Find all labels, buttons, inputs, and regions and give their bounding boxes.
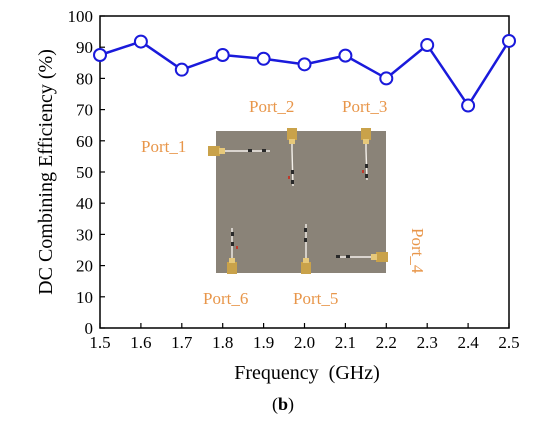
connector-port-2 — [287, 128, 297, 144]
connector-port-3 — [361, 128, 371, 144]
data-point — [133, 34, 148, 49]
data-point — [461, 98, 476, 113]
pcb-photo-inset — [200, 120, 394, 278]
y-tick-label: 50 — [76, 163, 93, 182]
panel-label-open: ( — [272, 394, 278, 415]
y-tick-label: 20 — [76, 257, 93, 276]
x-tick-label: 1.9 — [253, 333, 274, 352]
x-tick-label: 1.7 — [171, 333, 193, 352]
y-tick-label: 70 — [76, 101, 93, 120]
y-tick-label: 10 — [76, 288, 93, 307]
connector-port-6 — [227, 258, 237, 274]
y-tick-label: 40 — [76, 194, 93, 213]
port-label-3: Port_3 — [342, 97, 387, 116]
x-tick-label: 2.3 — [417, 333, 438, 352]
y-tick-label: 100 — [68, 7, 94, 26]
panel-label-close: ) — [288, 394, 294, 415]
port-labels: Port_1 Port_2 Port_3 Port_4 Port_5 Port_… — [141, 97, 427, 308]
series-line — [99, 40, 511, 107]
port-label-6: Port_6 — [203, 289, 248, 308]
y-tick-label: 80 — [76, 69, 93, 88]
data-point — [297, 57, 312, 72]
data-point — [338, 48, 353, 63]
x-tick-label: 2.1 — [335, 333, 356, 352]
x-axis-title: Frequency (GHz) — [234, 362, 380, 384]
data-point — [93, 48, 107, 62]
x-tick-label: 2.5 — [498, 333, 519, 352]
x-tick-labels: 1.5 1.6 1.7 1.8 1.9 2.0 2.1 2.2 2.3 2.4 2.5 — [89, 333, 519, 352]
y-tick-labels: 0 10 20 30 40 50 60 70 80 90 100 — [68, 7, 94, 338]
sma-connectors — [208, 128, 388, 274]
data-point — [256, 51, 271, 66]
connector-port-4 — [371, 252, 388, 262]
y-tick-label: 0 — [85, 319, 94, 338]
pcb-red-components — [236, 170, 364, 249]
x-tick-label: 1.8 — [212, 333, 233, 352]
data-point — [215, 48, 230, 62]
x-tick-label: 2.2 — [376, 333, 397, 352]
data-point — [502, 33, 516, 48]
x-tick-label: 1.6 — [130, 333, 151, 352]
port-label-4: Port_4 — [408, 228, 427, 274]
data-point — [420, 38, 435, 53]
y-tick-label: 90 — [76, 38, 93, 57]
port-label-1: Port_1 — [141, 137, 186, 156]
y-axis-title: DC Combining Efficiency (%) — [35, 49, 57, 295]
panel-label-letter: b — [278, 394, 288, 414]
x-tick-label: 1.5 — [89, 333, 110, 352]
data-point — [379, 71, 394, 86]
pcb-components — [231, 149, 368, 258]
connector-port-1 — [208, 146, 225, 156]
connector-port-5 — [301, 258, 311, 274]
axis-ticks — [99, 15, 510, 329]
y-tick-label: 60 — [76, 132, 93, 151]
port-label-2: Port_2 — [249, 97, 294, 116]
x-tick-label: 2.0 — [294, 333, 315, 352]
panel-label: (b) — [272, 394, 294, 415]
pcb-board — [216, 131, 386, 273]
series-layer — [93, 33, 516, 113]
y-tick-label: 30 — [76, 225, 93, 244]
port-label-5: Port_5 — [293, 289, 338, 308]
x-tick-label: 2.4 — [457, 333, 479, 352]
data-point — [174, 62, 189, 77]
